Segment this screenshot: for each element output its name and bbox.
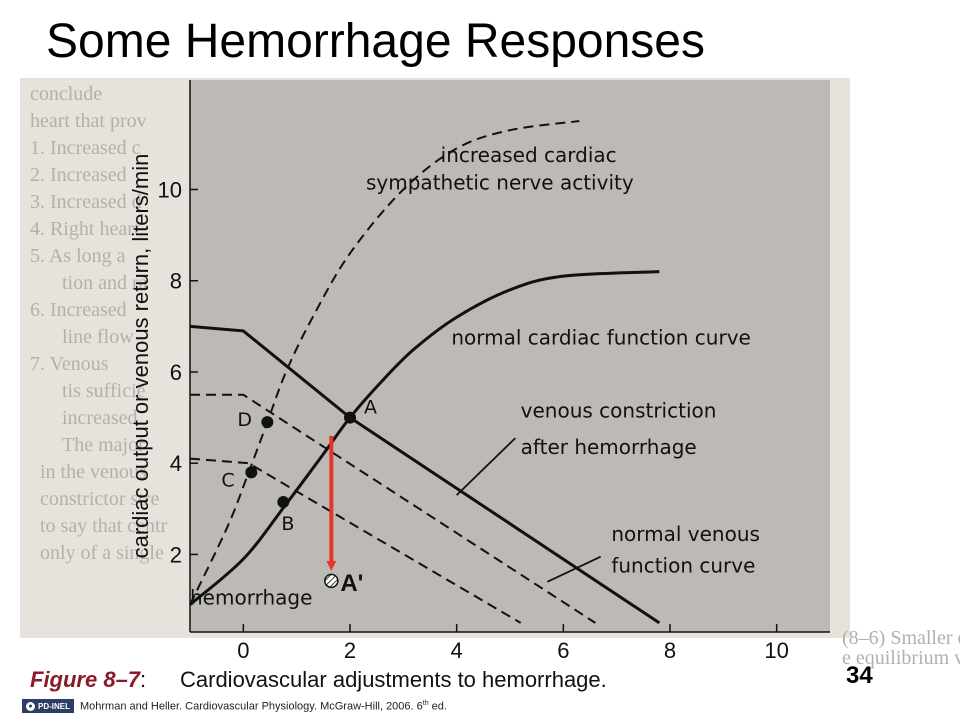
background-text: only of a single — [40, 542, 164, 564]
plot-area — [190, 80, 830, 632]
x-tick-label: 8 — [664, 638, 676, 663]
footer: ● PD-INEL Mohrman and Heller. Cardiovasc… — [22, 698, 447, 714]
x-tick-label: 10 — [764, 638, 788, 663]
background-text: 4. Right heart — [30, 218, 140, 240]
figure-caption: Figure 8–7: Cardiovascular adjustments t… — [30, 667, 607, 692]
slide-title: Some Hemorrhage Responses — [46, 15, 705, 68]
citation-sup: th — [422, 699, 429, 707]
curves — [189, 120, 661, 625]
x-tick-label: 2 — [344, 638, 356, 663]
annotations: increased cardiac sympathetic nerve activ… — [190, 143, 760, 610]
annotation: increased cardiac — [441, 143, 617, 167]
arrow-layer: A' — [324, 435, 363, 597]
point-label: C — [221, 469, 234, 491]
background-text: 3. Increased d — [30, 191, 142, 213]
leader-line — [546, 555, 602, 583]
background-text: increased — [62, 407, 138, 429]
background-text: line flow — [62, 326, 134, 348]
series-normal-venous-function-curve — [189, 324, 661, 625]
annotation: venous constriction — [521, 399, 717, 423]
license-badge-label: PD-INEL — [38, 701, 70, 711]
axes: 0 2 4 6 8 10 2 4 6 8 10 — [158, 80, 830, 663]
background-text: The major — [62, 434, 145, 456]
annotation: after hemorrhage — [521, 435, 697, 459]
background-text: conclude — [30, 83, 102, 105]
background-text: 7. Venous — [30, 353, 109, 375]
background-text: e equilibrium values for the different c… — [842, 647, 960, 669]
citation: Mohrman and Heller. Cardiovascular Physi… — [80, 700, 447, 713]
background-text: 2. Increased — [30, 164, 127, 186]
background-text-layer: conclude heart that prov 1. Increased c 2. … — [30, 83, 960, 669]
y-tick-label: 4 — [170, 451, 182, 476]
background-text: tis sufficie — [62, 380, 146, 402]
background-text: constrictor stre — [40, 488, 160, 510]
point-label: A — [364, 397, 377, 419]
figure-colon: : — [140, 667, 146, 692]
background-text: 1. Increased c — [30, 137, 141, 159]
point-A — [344, 411, 356, 424]
series-hemorrhage — [189, 457, 522, 624]
y-tick-label: 10 — [158, 177, 182, 202]
annotation: function curve — [611, 554, 755, 578]
figure-caption-text: Cardiovascular adjustments to hemorrhage… — [180, 667, 607, 692]
y-tick-label: 2 — [170, 542, 182, 567]
citation-end: ed. — [428, 700, 447, 713]
public-domain-icon: ● — [26, 701, 35, 711]
background-text: tion and ra — [62, 272, 148, 294]
point-label: D — [237, 409, 252, 431]
annotation: sympathetic nerve activity — [366, 170, 634, 194]
annotation: normal cardiac function curve — [451, 326, 751, 350]
background-text: (8–6) Smaller cardiac function and venou… — [842, 627, 960, 649]
background-text: 5. As long a — [30, 245, 126, 267]
point-label: B — [281, 513, 294, 535]
equilibrium-points: A B C D — [221, 397, 377, 535]
x-tick-label: 4 — [451, 638, 463, 663]
annotation: hemorrhage — [190, 586, 312, 610]
point-label-A-prime: A' — [340, 570, 363, 597]
series-venous-constriction-after-hemorrhage — [190, 393, 596, 624]
x-tick-label: 6 — [557, 638, 569, 663]
x-tick-label: 0 — [237, 638, 249, 663]
leader-line — [456, 437, 516, 496]
background-text: to say that centr — [40, 515, 168, 537]
page-number: 34 — [846, 662, 873, 689]
citation-text: Mohrman and Heller. Cardiovascular Physi… — [80, 700, 423, 713]
point-B — [277, 495, 290, 508]
point-D — [261, 416, 274, 429]
y-tick-label: 6 — [170, 360, 182, 385]
point-C — [245, 466, 258, 479]
annotation: normal venous — [611, 522, 760, 546]
license-badge[interactable]: ● PD-INEL — [22, 699, 74, 713]
y-axis-label: cardiac output or venous return, liters/… — [128, 154, 153, 559]
background-text: heart that prov — [30, 110, 147, 132]
background-text: in the venous — [40, 461, 147, 483]
y-tick-label: 8 — [170, 269, 182, 294]
background-text: 6. Increased — [30, 299, 127, 321]
series-normal-cardiac-function-curve — [189, 270, 660, 606]
point-A-prime — [324, 573, 339, 589]
figure-label: Figure 8–7 — [30, 667, 142, 692]
series-increased-cardiac-sympathetic-nerve-activity — [189, 120, 580, 606]
